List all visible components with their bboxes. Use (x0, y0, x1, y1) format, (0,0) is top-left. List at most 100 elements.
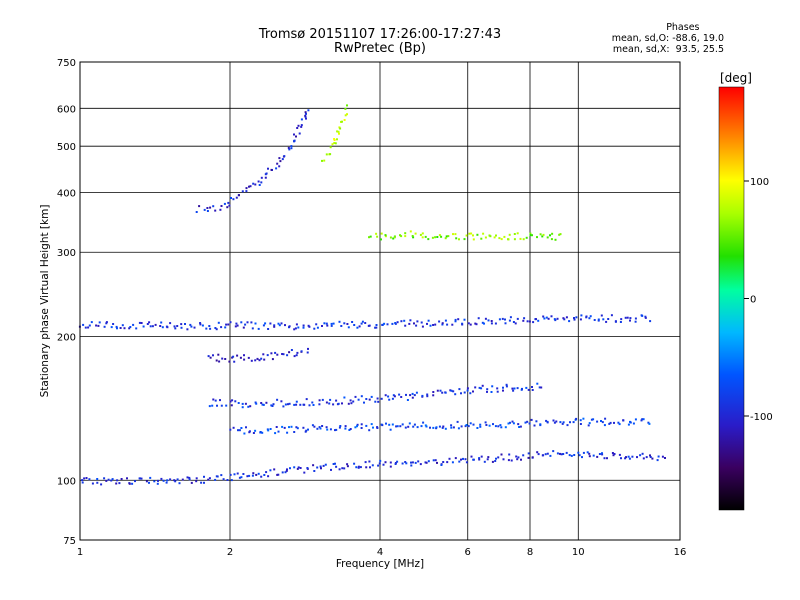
echo-point (262, 353, 265, 356)
echo-point (128, 482, 131, 485)
echo-point (410, 464, 413, 467)
echo-point (478, 386, 481, 389)
echo-point (498, 318, 501, 321)
echo-point (116, 327, 118, 330)
echo-point (281, 353, 284, 355)
echo-point (479, 423, 482, 426)
echo-point (400, 235, 403, 238)
echo-point (288, 351, 291, 354)
echo-point (273, 468, 276, 471)
echo-point (257, 180, 260, 183)
echo-point (546, 236, 549, 239)
echo-point (404, 461, 407, 463)
echo-point (396, 460, 399, 463)
echo-point (262, 403, 265, 406)
echo-point (290, 145, 293, 148)
echo-point (398, 393, 401, 396)
echo-point (523, 317, 526, 320)
echo-point (376, 235, 379, 238)
echo-point (360, 423, 363, 426)
echo-point (394, 463, 397, 465)
echo-point (379, 459, 382, 462)
echo-point (588, 452, 591, 455)
echo-point (85, 477, 88, 479)
echo-point (546, 421, 549, 424)
echo-point (165, 325, 168, 328)
echo-point (269, 428, 272, 430)
echo-point (217, 321, 220, 324)
echo-point (396, 321, 399, 324)
echo-point (169, 322, 172, 325)
echo-point (429, 324, 432, 327)
y-tick-label: 100 (57, 476, 76, 487)
echo-point (381, 323, 384, 326)
echo-point (513, 387, 516, 390)
echo-point (229, 400, 232, 403)
echo-point (227, 201, 230, 204)
echo-point (415, 391, 418, 394)
echo-point (195, 211, 198, 213)
echo-point (414, 232, 417, 235)
echo-point (570, 454, 573, 457)
echo-point (656, 459, 659, 462)
echo-point (90, 321, 93, 324)
echo-point (388, 398, 391, 401)
echo-point (476, 427, 479, 429)
echo-point (482, 232, 485, 235)
echo-point (335, 428, 338, 431)
echo-point (313, 425, 316, 428)
echo-point (146, 323, 149, 325)
echo-point (225, 404, 228, 407)
echo-point (438, 234, 441, 237)
echo-point (620, 457, 622, 460)
echo-point (413, 394, 416, 397)
echo-point (245, 426, 247, 429)
echo-point (270, 352, 273, 355)
echo-point (562, 317, 565, 320)
plot-frame (79, 61, 681, 541)
echo-point (469, 392, 472, 395)
echo-point (135, 327, 138, 330)
echo-point (232, 426, 235, 429)
echo-point (237, 429, 239, 432)
echo-point (528, 422, 531, 425)
echo-point (559, 233, 562, 236)
echo-point (333, 142, 336, 144)
echo-point (277, 473, 280, 476)
echo-point (244, 402, 247, 405)
echo-point (555, 420, 558, 423)
echo-point (451, 461, 454, 464)
echo-point (360, 322, 363, 325)
echo-point (208, 325, 211, 327)
echo-point (598, 453, 601, 455)
echo-point (352, 400, 355, 403)
echo-point (474, 386, 477, 389)
echo-point (421, 394, 424, 397)
echo-point (295, 400, 298, 403)
echo-point (288, 426, 290, 429)
echo-point (532, 321, 535, 324)
echo-point (347, 402, 350, 405)
echo-point (346, 465, 349, 468)
echo-point (338, 126, 341, 129)
echo-point (343, 467, 346, 470)
echo-point (466, 389, 469, 392)
echo-point (276, 162, 279, 165)
echo-point (410, 461, 412, 464)
echo-point (452, 390, 455, 393)
echo-point (432, 426, 435, 429)
echo-point (149, 476, 152, 479)
echo-point (323, 159, 326, 162)
echo-point (295, 403, 298, 406)
echo-point (206, 207, 209, 209)
echo-point (497, 456, 500, 459)
echo-point (460, 425, 463, 428)
echo-point (96, 481, 99, 484)
echo-point (456, 420, 459, 423)
echo-point (316, 326, 319, 329)
echo-point (649, 320, 652, 323)
echo-point (215, 475, 218, 478)
echo-point (588, 317, 591, 320)
echo-point (330, 322, 333, 325)
echo-point (338, 468, 341, 471)
